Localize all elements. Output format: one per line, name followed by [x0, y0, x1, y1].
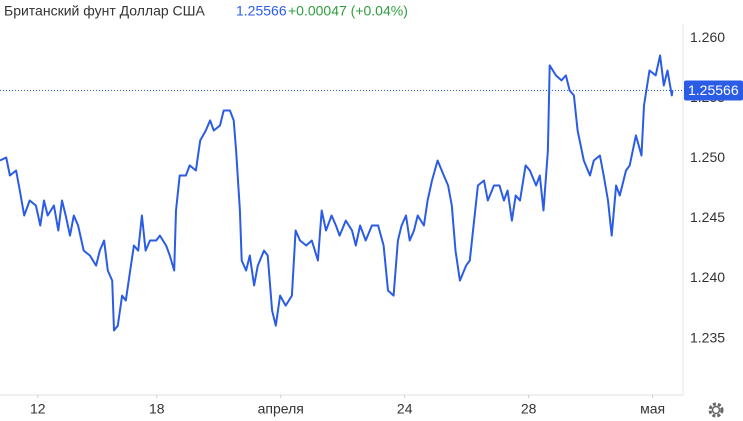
x-tick-label: 12 [30, 401, 46, 417]
price-change: +0.00047 (+0.04%) [288, 3, 408, 19]
x-tick-label: апреля [258, 401, 304, 417]
x-tick-label: 24 [397, 401, 413, 417]
y-tick-label: 1.250 [690, 149, 725, 165]
y-tick-label: 1.240 [690, 269, 725, 285]
instrument-title: Британский фунт Доллар США [4, 3, 205, 19]
current-price-label: 1.25566 [688, 82, 739, 98]
price-line [0, 54, 674, 332]
y-tick-label: 1.260 [690, 29, 725, 45]
y-tick-label: 1.245 [690, 209, 725, 225]
price: 1.25566 [236, 3, 287, 19]
x-tick-label: мая [640, 401, 665, 417]
x-tick-label: 18 [149, 401, 165, 417]
settings-icon[interactable] [708, 402, 724, 418]
y-tick-label: 1.235 [690, 329, 725, 345]
x-tick-label: 28 [521, 401, 537, 417]
current-price-box [684, 80, 743, 101]
gear-teeth [708, 402, 724, 418]
gear-hub [711, 405, 721, 415]
